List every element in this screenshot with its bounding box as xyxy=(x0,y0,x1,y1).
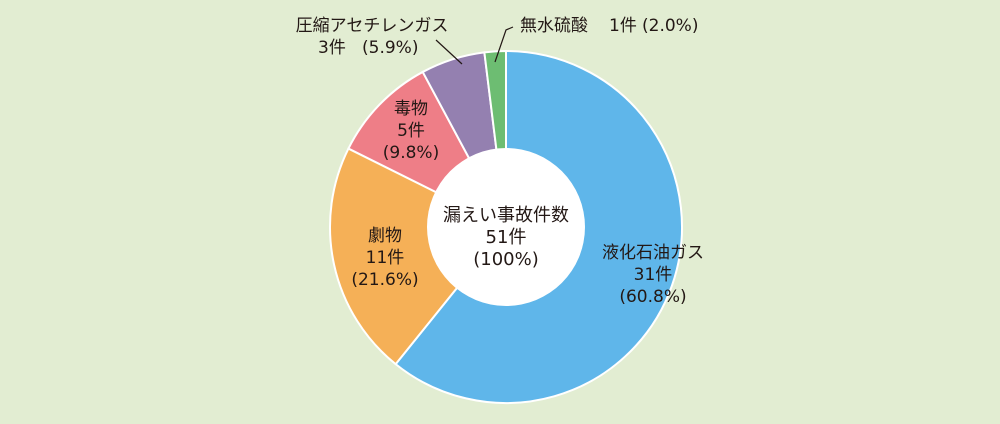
center-title: 漏えい事故件数 xyxy=(443,205,569,226)
slice-deleterious xyxy=(329,147,508,366)
slice-label-lpg-count: 31件 xyxy=(634,265,673,285)
slice-label-acetylene-count: 3件 xyxy=(318,38,346,58)
slice-label-acetylene-name: 圧縮アセチレンガス xyxy=(296,16,449,36)
donut-hole xyxy=(427,148,585,306)
slice-label-poison-count: 5件 xyxy=(397,121,425,141)
slice-label-lpg-name: 液化石油ガス xyxy=(602,243,704,263)
slice-label-lpg-percent: (60.8%) xyxy=(619,287,686,307)
slice-label-sulfuric-percent: (2.0%) xyxy=(642,16,698,36)
slice-label-poison-percent: (9.8%) xyxy=(383,143,439,163)
acetylene-leader-line xyxy=(435,39,463,65)
sulfuric-leader-line xyxy=(494,26,514,63)
slice-label-sulfuric-name: 無水硫酸 xyxy=(520,16,588,36)
slice-label-deleterious-count: 11件 xyxy=(366,248,405,268)
slice-label-deleterious-name: 劇物 xyxy=(368,226,402,246)
center-count: 51件 xyxy=(486,227,527,248)
center-percent: (100%) xyxy=(473,249,539,270)
slice-label-poison-name: 毒物 xyxy=(394,99,428,119)
slice-label-deleterious-percent: (21.6%) xyxy=(351,270,418,290)
slice-label-sulfuric-count: 1件 xyxy=(609,16,637,36)
slice-label-acetylene-percent: (5.9%) xyxy=(362,38,418,58)
